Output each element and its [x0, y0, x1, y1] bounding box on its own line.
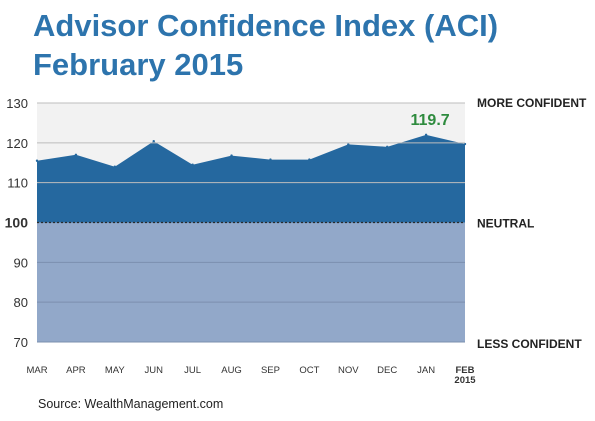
series-area [37, 134, 465, 223]
latest-value-label: 119.7 [411, 112, 450, 129]
x-tick-label: MAR [26, 365, 47, 376]
x-tick-label: NOV [338, 365, 359, 376]
x-tick-label: JUL [184, 365, 201, 376]
x-tick-label: JAN [417, 365, 435, 376]
x-tick-label: MAY [105, 365, 126, 376]
y-tick-label: 130 [6, 96, 28, 111]
label-more-confident: MORE CONFIDENT [477, 96, 587, 110]
source-note: Source: WealthManagement.com [38, 397, 224, 411]
data-point [152, 140, 155, 143]
y-tick-label: 120 [6, 136, 28, 151]
label-neutral: NEUTRAL [477, 217, 534, 231]
x-tick-label: DEC [377, 365, 397, 376]
y-tick-label: 90 [14, 255, 28, 270]
x-tick-label: FEB 2015 [454, 365, 476, 386]
y-tick-label: 100 [5, 215, 29, 231]
title-line-2: February 2015 [33, 47, 244, 82]
x-tick-label: SEP [261, 365, 280, 376]
x-tick-label: AUG [221, 365, 242, 376]
label-less-confident: LESS CONFIDENT [477, 337, 582, 351]
data-point [113, 165, 117, 168]
data-point [191, 163, 194, 166]
data-point [463, 142, 467, 146]
data-point [35, 159, 39, 162]
y-tick-label: 80 [14, 295, 28, 310]
lower-band [37, 222, 465, 342]
data-point [308, 158, 311, 161]
data-point [269, 158, 272, 161]
title-line-1: Advisor Confidence Index (ACI) [33, 8, 499, 43]
x-tick-label: JUN [144, 365, 163, 376]
data-point [385, 145, 389, 149]
data-point [74, 153, 78, 156]
x-tick-label: OCT [299, 365, 319, 376]
data-point [424, 133, 428, 137]
x-tick-label: APR [66, 365, 86, 376]
y-tick-label: 70 [14, 335, 28, 350]
data-point [347, 143, 350, 146]
y-tick-label: 110 [7, 176, 28, 191]
data-point [230, 154, 233, 157]
chart-title: Advisor Confidence Index (ACI) February … [33, 6, 498, 84]
